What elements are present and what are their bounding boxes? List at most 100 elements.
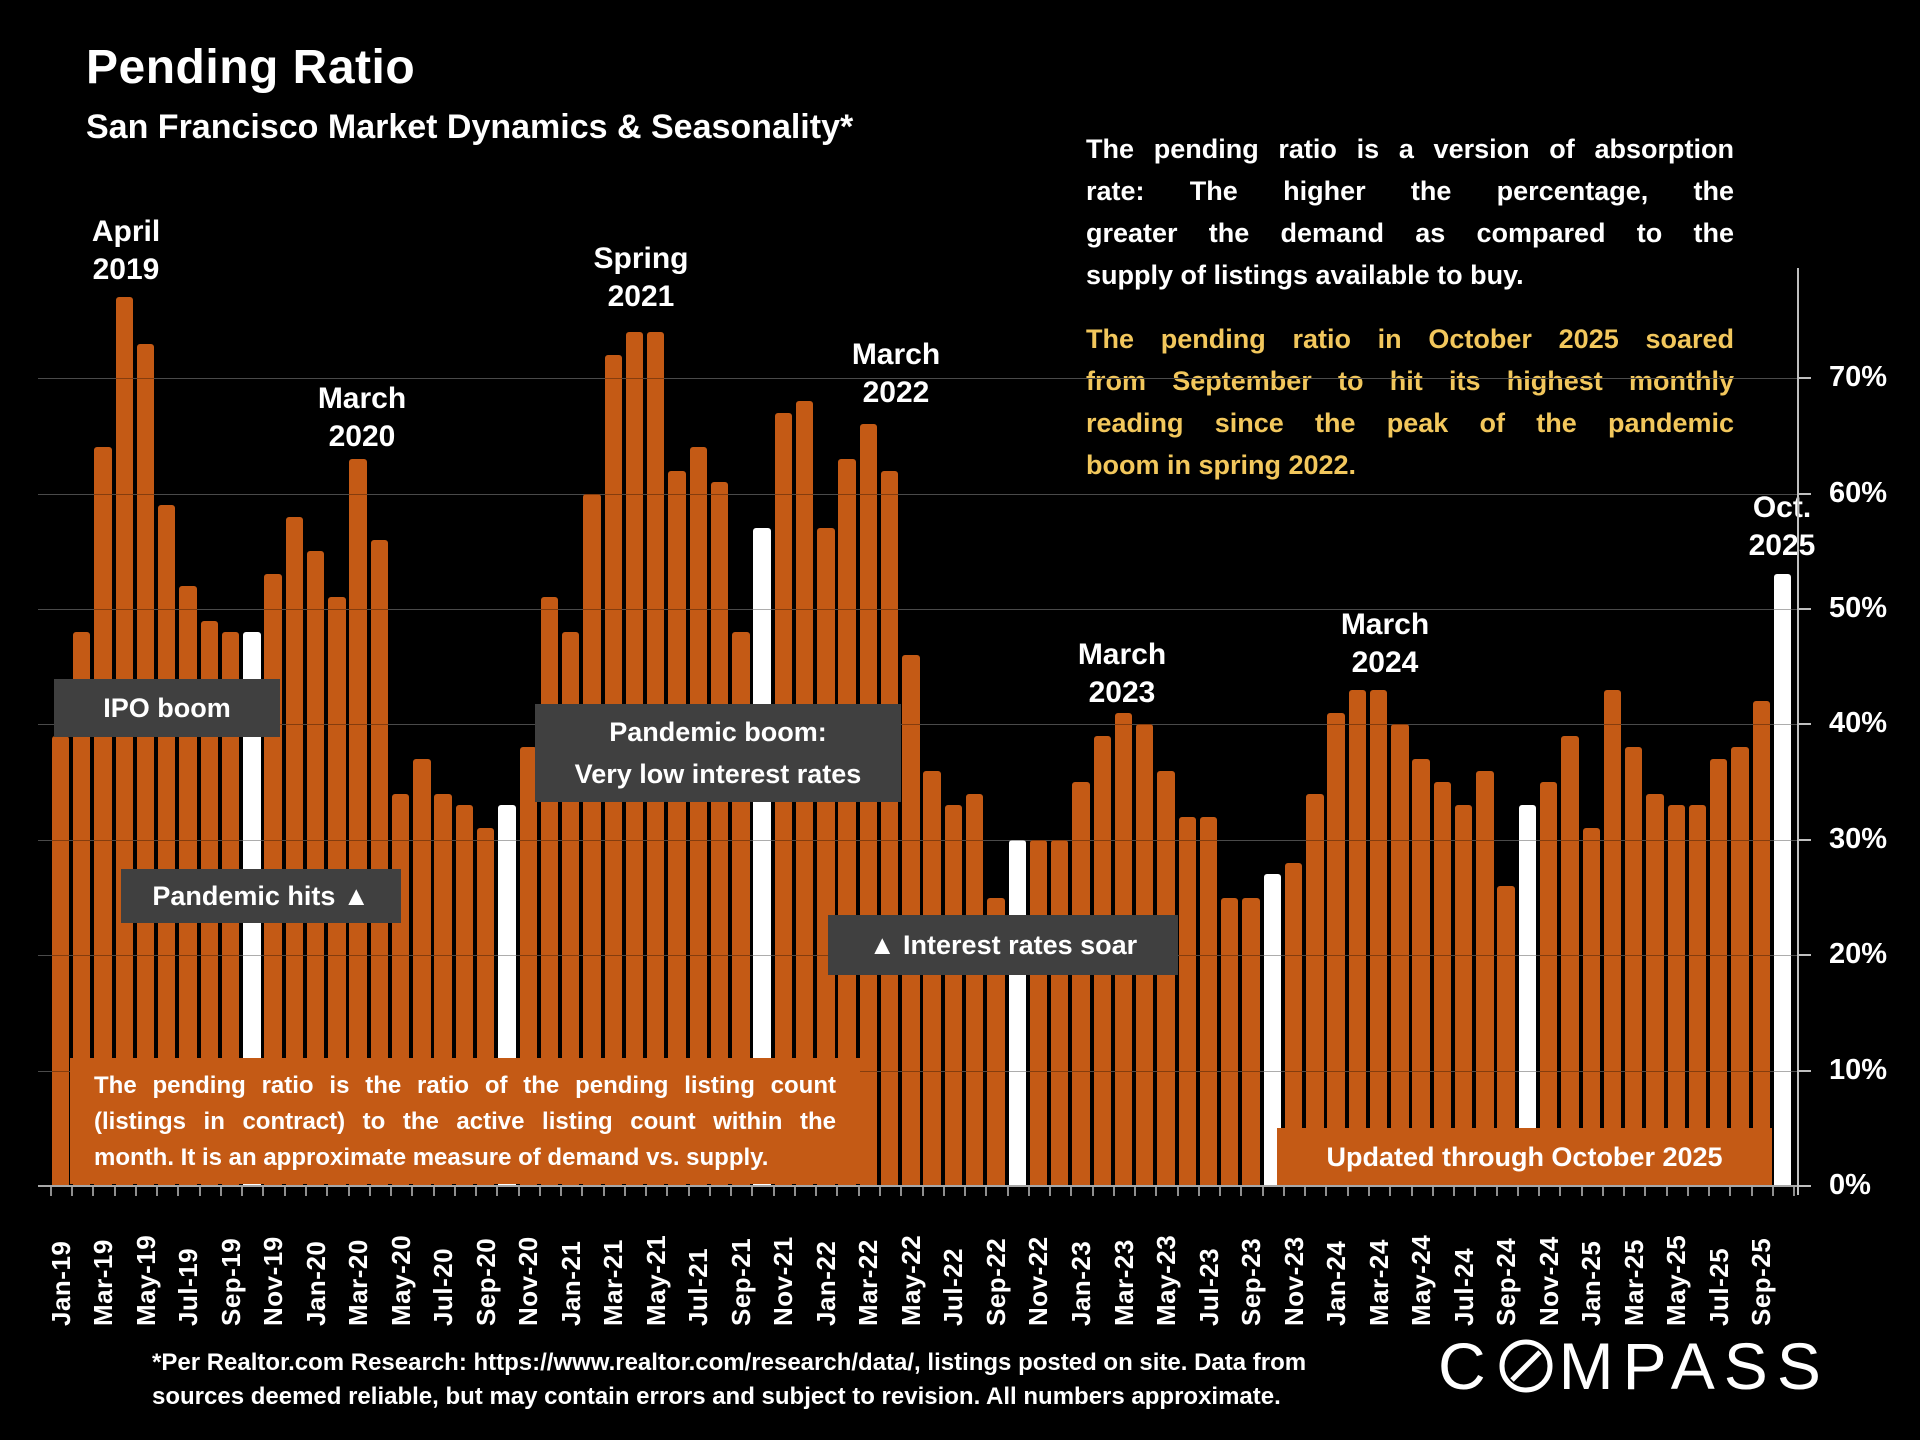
- bar-Jun-21: [668, 470, 686, 1186]
- x-axis-label-Sep-23: Sep-23: [1236, 1237, 1267, 1326]
- y-axis-label-20: 20%: [1829, 938, 1888, 971]
- x-tick: [1219, 1187, 1222, 1196]
- x-tick: [1112, 1187, 1115, 1196]
- x-tick: [985, 1187, 988, 1196]
- bar-Jul-23: [1199, 816, 1218, 1186]
- x-axis-label-Nov-21: Nov-21: [768, 1236, 799, 1326]
- bar-Jun-19: [158, 505, 176, 1186]
- logo-letters-mpass: MPASS: [1558, 1329, 1830, 1403]
- x-tick: [390, 1187, 393, 1196]
- bar-Jul-21: [689, 447, 707, 1186]
- bar-Jun-25: [1688, 805, 1707, 1186]
- gridline-60: [38, 493, 1797, 495]
- x-axis-label-Nov-22: Nov-22: [1023, 1236, 1054, 1326]
- bar-Sep-25: [1752, 701, 1770, 1186]
- x-tick: [1474, 1187, 1477, 1196]
- x-axis-label-Jan-21: Jan-21: [555, 1240, 586, 1326]
- x-tick: [432, 1187, 435, 1196]
- x-axis-label-Jan-23: Jan-23: [1065, 1240, 1096, 1326]
- x-tick: [1261, 1187, 1264, 1196]
- x-axis-label-May-21: May-21: [640, 1234, 671, 1326]
- x-tick: [581, 1187, 584, 1196]
- y-axis-label-70: 70%: [1829, 361, 1888, 394]
- x-axis-label-May-22: May-22: [895, 1234, 926, 1326]
- x-tick: [1240, 1187, 1243, 1196]
- callout-pandemic-hits: Pandemic hits ▲: [121, 869, 401, 923]
- x-tick: [1686, 1187, 1689, 1196]
- x-axis-label-Jan-22: Jan-22: [810, 1240, 841, 1326]
- bar-Feb-24: [1348, 689, 1367, 1186]
- y-axis-label-50: 50%: [1829, 592, 1888, 624]
- bar-Mar-19: [94, 447, 112, 1186]
- gridline-70: [38, 378, 1797, 380]
- x-axis-label-Jul-25: Jul-25: [1703, 1247, 1734, 1326]
- y-axis-label-0: 0%: [1829, 1169, 1871, 1201]
- x-tick: [283, 1187, 286, 1196]
- x-axis-label-Sep-24: Sep-24: [1491, 1237, 1522, 1326]
- x-axis-label-Sep-25: Sep-25: [1746, 1237, 1777, 1326]
- bar-Dec-23: [1306, 793, 1324, 1186]
- x-tick: [836, 1187, 839, 1196]
- text-line: The pending ratio is the ratio of the pe…: [94, 1072, 836, 1099]
- y-tick-60: [1797, 492, 1811, 495]
- x-axis-label-Jan-25: Jan-25: [1576, 1240, 1607, 1326]
- x-tick: [1750, 1187, 1753, 1196]
- annotation-march-2020: March 2020: [317, 382, 407, 453]
- x-tick: [857, 1187, 860, 1196]
- x-tick: [1091, 1187, 1094, 1196]
- x-tick: [1155, 1187, 1158, 1196]
- annotation-april-2019: April 2019: [91, 215, 161, 286]
- bar-May-25: [1667, 805, 1685, 1186]
- x-tick: [687, 1187, 690, 1196]
- x-axis-label-Jan-20: Jan-20: [300, 1240, 331, 1326]
- bar-Oct-23: [1263, 874, 1281, 1186]
- bar-May-23: [1157, 770, 1175, 1186]
- x-axis-label-Jul-21: Jul-21: [683, 1247, 714, 1326]
- x-tick: [964, 1187, 967, 1196]
- source-footnote: *Per Realtor.com Research: https://www.r…: [152, 1349, 1307, 1410]
- bar-May-19: [136, 343, 155, 1186]
- y-axis-label-60: 60%: [1829, 476, 1888, 509]
- x-tick: [475, 1187, 478, 1196]
- x-tick: [1049, 1187, 1052, 1196]
- x-axis-label-Jul-24: Jul-24: [1448, 1247, 1479, 1326]
- x-axis-label-Mar-20: Mar-20: [343, 1239, 374, 1326]
- compass-logo: C MPASS: [1438, 1328, 1830, 1404]
- x-tick: [304, 1187, 307, 1196]
- right-panel: The pending ratio is a version of absorp…: [1086, 128, 1734, 486]
- bar-Mar-25: [1625, 747, 1643, 1186]
- x-tick: [1282, 1187, 1285, 1196]
- bar-Feb-21: [583, 493, 601, 1186]
- y-axis-label-30: 30%: [1829, 822, 1888, 855]
- x-tick: [49, 1187, 52, 1196]
- x-tick: [1006, 1187, 1009, 1196]
- x-axis-line: [38, 1185, 1799, 1187]
- bar-Jul-25: [1710, 759, 1728, 1186]
- callout-interest-rates-soar: ▲ Interest rates soar: [828, 915, 1178, 975]
- x-tick: [1771, 1187, 1774, 1196]
- x-tick: [708, 1187, 711, 1196]
- updated-through-box: Updated through October 2025: [1277, 1128, 1772, 1186]
- bar-Feb-25: [1603, 689, 1622, 1186]
- page-subtitle: San Francisco Market Dynamics & Seasonal…: [86, 108, 854, 146]
- x-tick: [1431, 1187, 1434, 1196]
- text-line: The pending ratio in October 2025 soared: [1086, 324, 1734, 354]
- x-tick: [262, 1187, 265, 1196]
- bar-Oct-24: [1518, 805, 1537, 1186]
- x-axis-label-Mar-24: Mar-24: [1363, 1239, 1394, 1326]
- bar-Nov-24: [1540, 782, 1558, 1186]
- page-title: Pending Ratio: [86, 41, 416, 94]
- x-tick: [1708, 1187, 1711, 1196]
- x-tick: [1453, 1187, 1456, 1196]
- x-tick: [198, 1187, 201, 1196]
- bar-Sep-24: [1497, 885, 1515, 1186]
- x-tick: [1070, 1187, 1073, 1196]
- text-line: supply of listings available to buy.: [1086, 260, 1524, 290]
- x-tick: [1325, 1187, 1328, 1196]
- bar-Jun-24: [1433, 782, 1452, 1186]
- x-tick: [368, 1187, 371, 1196]
- callout-pandemic-boom: Pandemic boom: Very low interest rates: [535, 704, 901, 802]
- x-axis-label-May-23: May-23: [1151, 1234, 1182, 1326]
- x-axis-label-May-25: May-25: [1661, 1234, 1692, 1326]
- x-tick: [496, 1187, 499, 1196]
